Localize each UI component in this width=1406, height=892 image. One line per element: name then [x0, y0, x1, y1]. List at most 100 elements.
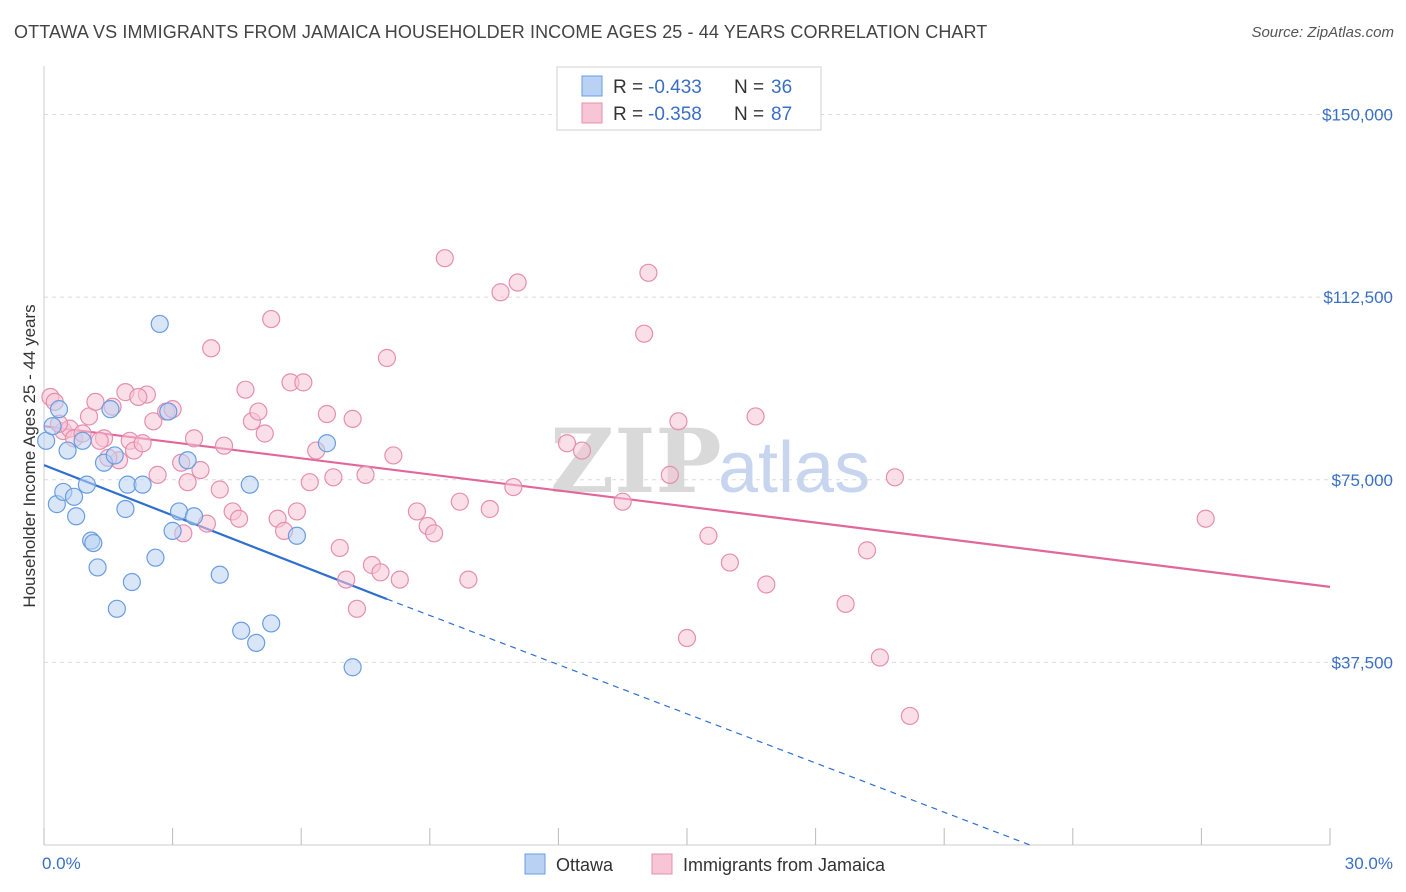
- point-jamaica: [337, 570, 356, 589]
- bottom-legend-swatch-ottawa: [524, 853, 546, 875]
- point-ottawa: [122, 572, 141, 592]
- point-ottawa: [343, 658, 362, 677]
- legend-swatch-ottawa: [581, 75, 603, 97]
- legend-n-label-jamaica: N =: [734, 104, 764, 125]
- point-jamaica: [148, 465, 167, 484]
- point-jamaica: [229, 509, 249, 528]
- point-jamaica: [300, 473, 319, 492]
- point-ottawa: [262, 614, 281, 633]
- point-ottawa: [77, 475, 96, 494]
- point-jamaica: [613, 492, 632, 511]
- point-ottawa: [105, 446, 124, 465]
- point-jamaica: [757, 575, 776, 594]
- point-jamaica: [129, 387, 148, 407]
- point-jamaica: [86, 392, 105, 411]
- x-tick-label: 30.0%: [1345, 854, 1393, 873]
- point-ottawa: [184, 507, 204, 526]
- x-tick-labels: 0.0% 30.0%: [42, 854, 1393, 873]
- point-ottawa: [84, 533, 103, 553]
- point-ottawa: [287, 526, 307, 545]
- point-jamaica: [900, 706, 920, 726]
- y-tick-label: $37,500: [1332, 653, 1393, 672]
- axes: [43, 66, 1331, 846]
- point-jamaica: [557, 434, 577, 453]
- point-jamaica: [508, 273, 527, 292]
- point-jamaica: [343, 409, 362, 428]
- point-jamaica: [384, 446, 403, 465]
- legend-swatch-jamaica: [581, 102, 603, 124]
- source-label: Source: ZipAtlas.com: [1251, 24, 1394, 41]
- point-jamaica: [885, 468, 905, 487]
- point-jamaica: [669, 412, 688, 431]
- watermark: ZIP atlas: [550, 409, 870, 513]
- x-tick-label: 0.0%: [42, 854, 81, 873]
- point-jamaica: [377, 348, 397, 368]
- point-ottawa: [146, 548, 165, 567]
- point-ottawa: [317, 434, 337, 453]
- point-jamaica: [450, 492, 469, 511]
- trend-line-jamaica: [43, 425, 1331, 588]
- watermark-zip: ZIP: [550, 409, 722, 513]
- bottom-legend-label-ottawa: Ottawa: [556, 855, 614, 875]
- point-jamaica: [90, 431, 109, 450]
- point-jamaica: [330, 538, 349, 558]
- point-ottawa: [178, 451, 197, 470]
- legend-n-label-ottawa: N =: [734, 77, 764, 98]
- legend-n-value-jamaica: 87: [771, 104, 792, 125]
- point-jamaica: [635, 324, 654, 343]
- legend-r-label-jamaica: R =: [613, 104, 643, 125]
- y-tick-label: $112,500: [1323, 288, 1393, 307]
- legend-r-value-ottawa: -0.433: [648, 77, 702, 98]
- point-jamaica: [435, 249, 454, 268]
- bottom-legend-swatch-jamaica: [651, 853, 673, 875]
- trend-line-ottawa-extension: [386, 598, 1031, 846]
- y-tick-labels: $37,500 $75,000 $112,500 $150,000: [1322, 106, 1393, 673]
- point-jamaica: [133, 434, 152, 453]
- point-jamaica: [857, 541, 877, 560]
- point-ottawa: [64, 487, 84, 506]
- y-tick-label: $150,000: [1322, 106, 1393, 125]
- point-jamaica: [317, 404, 337, 424]
- point-jamaica: [210, 480, 229, 499]
- point-ottawa: [49, 400, 69, 419]
- point-jamaica: [262, 309, 281, 329]
- y-tick-label: $75,000: [1332, 471, 1393, 490]
- point-jamaica: [1196, 509, 1215, 528]
- point-jamaica: [720, 553, 739, 572]
- trend-lines: [43, 425, 1331, 846]
- point-jamaica: [572, 441, 592, 460]
- point-ottawa: [159, 402, 178, 421]
- point-jamaica: [191, 460, 210, 480]
- point-ottawa: [67, 507, 86, 526]
- point-jamaica: [746, 407, 765, 426]
- point-jamaica: [184, 429, 204, 448]
- point-ottawa: [150, 314, 169, 334]
- point-ottawa: [247, 633, 266, 653]
- data-points: [37, 249, 1215, 726]
- point-jamaica: [870, 648, 890, 667]
- point-ottawa: [88, 558, 107, 577]
- point-jamaica: [255, 424, 274, 443]
- legend-n-value-ottawa: 36: [771, 77, 792, 98]
- point-jamaica: [699, 526, 718, 545]
- point-jamaica: [390, 570, 409, 589]
- point-jamaica: [249, 402, 268, 421]
- point-jamaica: [459, 570, 478, 589]
- point-ottawa: [43, 417, 62, 436]
- point-jamaica: [660, 465, 679, 484]
- point-ottawa: [107, 599, 126, 618]
- point-jamaica: [287, 502, 307, 521]
- point-jamaica: [491, 283, 510, 302]
- trend-line-ottawa: [43, 464, 388, 601]
- point-ottawa: [169, 502, 189, 521]
- point-ottawa: [58, 441, 77, 460]
- point-jamaica: [144, 412, 163, 431]
- legend-r-value-jamaica: -0.358: [648, 104, 702, 125]
- point-jamaica: [424, 524, 444, 543]
- legend: R = -0.433 N = 36 R = -0.358 N = 87: [556, 66, 822, 131]
- point-jamaica: [347, 599, 367, 618]
- point-jamaica: [178, 473, 197, 492]
- point-ottawa: [101, 400, 120, 419]
- point-ottawa: [133, 475, 152, 494]
